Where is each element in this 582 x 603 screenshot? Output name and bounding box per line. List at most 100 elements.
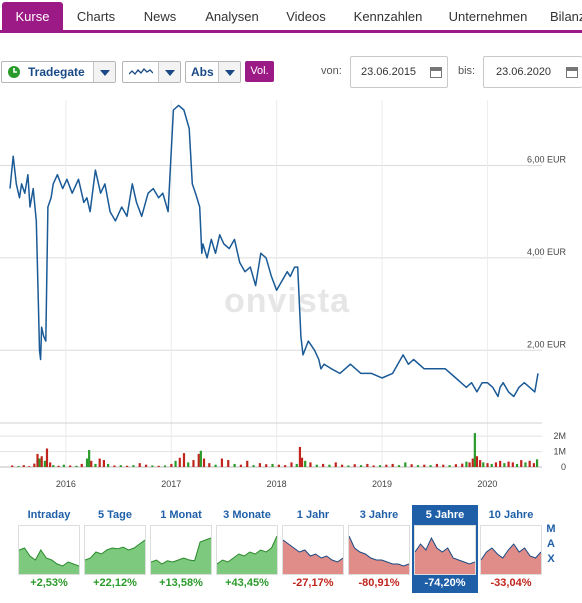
volume-bar [315, 464, 318, 467]
range-tile-5-jahre[interactable]: 5 Jahre -74,20% [412, 505, 478, 593]
volume-bar [535, 459, 539, 467]
volume-bar [304, 460, 307, 467]
tab-analysen[interactable]: Analysen [205, 9, 259, 24]
to-date-field[interactable]: 23.06.2020 [483, 56, 582, 88]
volume-bar [182, 453, 186, 467]
range-tile-5-tage[interactable]: 5 Tage +22,12% [82, 505, 148, 593]
range-performance: +43,45% [225, 577, 269, 589]
price-chart[interactable]: onvista 2,00 EUR 4,00 EUR 6,00 EUR 0 1M 2M 20… [0, 100, 582, 495]
calendar-icon[interactable] [430, 67, 442, 78]
volume-bar [322, 463, 325, 467]
volume-bar [397, 465, 401, 467]
volume-tick-label: 2M [553, 431, 566, 441]
tab-bilanz[interactable]: Bilanz [550, 9, 582, 24]
mini-line [84, 539, 146, 561]
volume-bar [454, 464, 457, 467]
range-performance: -80,91% [358, 577, 400, 589]
tab-news[interactable]: News [143, 9, 177, 24]
volume-bar [178, 457, 181, 467]
volume-bar [471, 458, 474, 467]
max-letter: A [547, 538, 555, 550]
volume-bar [334, 462, 337, 467]
mini-chart [216, 535, 278, 574]
volume-bar [359, 465, 363, 467]
volume-bar [62, 464, 65, 467]
volume-bar [524, 462, 527, 467]
volume-bar [391, 463, 394, 467]
volume-bar [40, 456, 43, 467]
range-thumbnail [414, 525, 476, 575]
volume-bar [157, 465, 160, 467]
volume-bar [468, 462, 471, 467]
mini-area [283, 540, 343, 574]
volume-bar [36, 453, 39, 467]
volume-bar [479, 460, 482, 467]
volume-bar [461, 463, 464, 467]
range-tile-1-monat[interactable]: 1 Monat +13,58% [148, 505, 214, 593]
volume-bar [372, 465, 375, 467]
volume-bar [102, 460, 105, 467]
range-label: 5 Jahre [425, 509, 465, 521]
tab-kennzahlen[interactable]: Kennzahlen [353, 9, 423, 24]
tab-videos[interactable]: Videos [286, 9, 326, 24]
volume-bar [366, 463, 369, 467]
volume-bar [490, 463, 493, 467]
exchange-select[interactable]: Tradegate [1, 61, 116, 83]
mini-chart [84, 539, 146, 574]
scale-select[interactable]: Abs [185, 61, 241, 83]
volume-bar [49, 462, 52, 467]
volume-toggle-button[interactable]: Vol. [245, 61, 274, 82]
volume-bar [494, 462, 498, 467]
range-performance: +22,12% [93, 577, 137, 589]
mini-area [19, 548, 79, 574]
calendar-icon[interactable] [566, 67, 578, 78]
tab-charts[interactable]: Charts [76, 9, 116, 24]
range-thumbnail [480, 525, 542, 575]
volume-bar [252, 465, 255, 467]
range-tile-1-jahr[interactable]: 1 Jahr -27,17% [280, 505, 346, 593]
volume-bar [199, 450, 202, 467]
scale-label: Abs [191, 65, 214, 79]
volume-bar [144, 464, 148, 467]
mini-line [414, 536, 476, 565]
volume-bar [132, 465, 135, 467]
tab-unternehmen[interactable]: Unternehmen [448, 9, 528, 24]
chart-grid [0, 100, 542, 468]
volume-bar [239, 464, 243, 467]
volume-bar [220, 458, 224, 467]
volume-bar [88, 450, 91, 467]
range-thumbnail [282, 525, 344, 575]
volume-bar [27, 466, 31, 467]
volume-bar [353, 464, 356, 467]
range-tile-3-monate[interactable]: 3 Monate +43,45% [214, 505, 280, 593]
volume-bar [125, 465, 129, 467]
from-date-field[interactable]: 23.06.2015 [350, 56, 448, 88]
chevron-down-icon [93, 62, 115, 82]
volume-bar [33, 463, 36, 467]
range-tile-intraday[interactable]: Intraday +2,53% [16, 505, 82, 593]
volume-bar [174, 460, 177, 467]
mini-line [348, 535, 410, 567]
tab-kurse[interactable]: Kurse [2, 2, 63, 32]
volume-bar [163, 465, 167, 467]
x-axis-labels: 2016 2017 2018 2019 2020 [56, 479, 498, 489]
volume-bar [528, 460, 531, 467]
volume-bar [197, 453, 200, 467]
chart-type-select[interactable] [122, 61, 181, 83]
volume-bar [119, 465, 122, 467]
range-performance: +2,53% [30, 577, 68, 589]
volume-bar [113, 465, 116, 467]
volume-bar [85, 458, 89, 467]
volume-bar [473, 433, 476, 467]
volume-bar [271, 463, 274, 467]
price-line [9, 104, 539, 398]
volume-bar [214, 464, 217, 467]
range-tile-3-jahre[interactable]: 3 Jahre -80,91% [346, 505, 412, 593]
range-performance: -27,17% [292, 577, 334, 589]
volume-bar [328, 464, 331, 467]
range-tile-10-jahre[interactable]: 10 Jahre -33,04% [478, 505, 544, 593]
volume-bar [520, 460, 523, 467]
to-label: bis: [458, 65, 476, 77]
volume-bar [503, 463, 506, 467]
